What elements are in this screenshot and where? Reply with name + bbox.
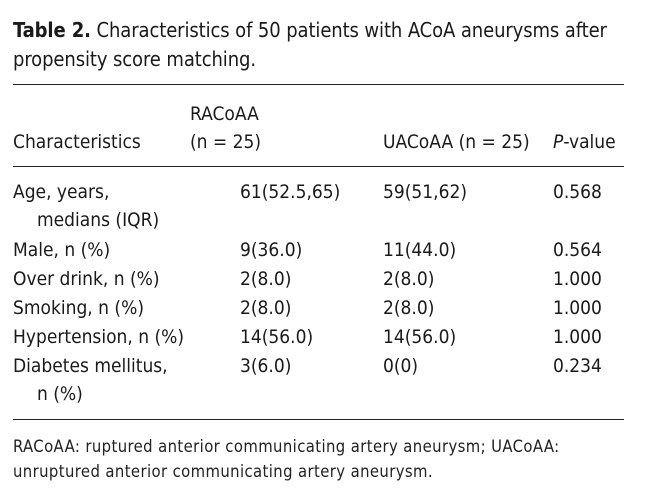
table-footnote: RACoAA: ruptured anterior communicating … [13,437,560,481]
bottom-rule [13,419,624,420]
header-racoaa-line2: (n = 25) [190,131,262,153]
table-caption: Table 2. Characteristics of 50 patients … [13,16,633,74]
row-label-continued: medians (IQR) [37,209,160,231]
row-racoaa-value: 3(6.0) [240,355,292,377]
caption-label: Table 2. [13,18,91,42]
row-label: Hypertension, n (%) [13,326,185,348]
row-p-value: 0.564 [553,239,602,261]
row-p-value: 0.568 [553,181,602,203]
row-racoaa-value: 61(52.5,65) [240,181,341,203]
row-racoaa-value: 9(36.0) [240,239,303,261]
header-uacoaa: UACoAA (n = 25) [383,131,530,153]
row-p-value: 1.000 [553,268,602,290]
top-rule [13,84,624,85]
row-label: Smoking, n (%) [13,297,145,319]
row-uacoaa-value: 59(51,62) [383,181,468,203]
row-p-value: 1.000 [553,326,602,348]
row-racoaa-value: 2(8.0) [240,297,292,319]
row-label: Age, years, [13,181,110,203]
row-label: Over drink, n (%) [13,268,160,290]
header-rule [13,166,624,167]
row-uacoaa-value: 14(56.0) [383,326,457,348]
row-uacoaa-value: 2(8.0) [383,297,435,319]
row-uacoaa-value: 0(0) [383,355,419,377]
header-pvalue-italic: P [553,131,564,153]
row-uacoaa-value: 11(44.0) [383,239,457,261]
header-pvalue: P-value [553,129,616,156]
row-racoaa-value: 2(8.0) [240,268,292,290]
header-pvalue-rest: -value [563,131,616,153]
row-p-value: 0.234 [553,355,602,377]
header-racoaa-line1: RACoAA [190,103,259,125]
row-label: Diabetes mellitus, [13,355,168,377]
header-characteristics: Characteristics [13,131,141,153]
row-uacoaa-value: 2(8.0) [383,268,435,290]
caption-text: Characteristics of 50 patients with ACoA… [13,18,607,71]
row-label-continued: n (%) [37,383,83,405]
row-label: Male, n (%) [13,239,111,261]
row-racoaa-value: 14(56.0) [240,326,314,348]
row-p-value: 1.000 [553,297,602,319]
